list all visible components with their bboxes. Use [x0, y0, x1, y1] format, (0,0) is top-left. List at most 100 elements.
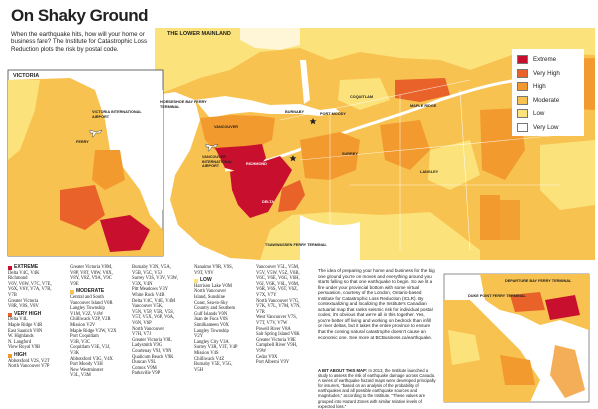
water-indian-arm — [300, 60, 310, 104]
place-vancouver: VANCOUVER — [214, 125, 238, 129]
place-coquitlam: COQUITLAM — [350, 95, 373, 99]
region-label-lower-mainland: THE LOWER MAINLAND — [167, 31, 231, 37]
list-item: Coast, Sea-to-Sky — [194, 300, 228, 306]
list-item: Country and Southern — [194, 306, 236, 312]
list-item: Maple Ridge V2W, V2X — [70, 328, 117, 334]
legend-swatch-extreme — [517, 55, 528, 65]
very-low-zone-east — [540, 140, 595, 210]
list-item: V5B, V5C, V5J — [132, 270, 162, 276]
list-item: North Vancouver — [194, 289, 227, 295]
list-item: Maple Ridge V4R — [8, 322, 43, 328]
list-item: Delta V4C, V4E, V4M — [132, 298, 176, 304]
place-victoria-airport: VICTORIA INTERNATIONAL AIRPORT — [92, 110, 142, 119]
list-item: View Royal V9B — [8, 345, 41, 351]
category-label-very-high: VERY HIGH — [14, 310, 42, 317]
list-item: Courtenay V9J, V9N — [132, 348, 172, 354]
page-title: On Shaky Ground — [11, 6, 149, 25]
road-lines — [279, 79, 561, 251]
legend-swatch-high — [517, 82, 528, 92]
very-high-zone-delta — [278, 180, 305, 212]
inset-label-departure-bay: DEPARTURE BAY FERRY TERMINAL — [505, 279, 572, 283]
list-item: Richmond — [8, 276, 28, 282]
bc-inset-high — [500, 355, 535, 385]
legend-item-high: High — [517, 80, 579, 94]
legend-label-extreme: Extreme — [533, 56, 557, 64]
list-item: Abbotsford V2S, V2T — [8, 358, 50, 364]
legend-label-low: Low — [533, 110, 545, 118]
port-moody-star-icon — [309, 118, 317, 125]
list-item: Greater Victoria V8L — [132, 337, 172, 343]
list-item: V9W — [256, 348, 267, 354]
list-item: V6N, V6P — [132, 320, 152, 326]
category-marker-low — [194, 278, 198, 283]
list-item: Langley Township — [70, 306, 105, 312]
list-item: Delta V4L — [8, 317, 28, 323]
list-item: V9T, V9V — [194, 270, 214, 276]
map-note-lead: A BIT ABOUT THIS MAP: — [318, 368, 368, 373]
legend-label-high: High — [533, 83, 546, 91]
list-item: Chilliwack V4Z — [194, 356, 225, 362]
map-note: A BIT ABOUT THIS MAP: In 2013, the Insti… — [318, 368, 436, 409]
list-item: V3X, V4N — [132, 281, 153, 287]
list-item: V5V, V5W, V5Z, V6B, — [256, 270, 300, 276]
list-item: Pitt Meadows V3Y — [132, 287, 169, 293]
legend-label-moderate: Moderate — [533, 96, 560, 104]
legend-item-extreme: Extreme — [517, 53, 579, 67]
list-column-5: Vancouver V5L, V5M, V5V, V5W, V5Z, V6B, … — [256, 265, 318, 366]
bc-inset-extreme — [545, 295, 580, 320]
list-item: White Rock V4B — [132, 292, 165, 298]
list-item: Qualicum Beach V9K — [132, 354, 174, 360]
list-item: Gulf Islands V0N — [194, 311, 228, 317]
category-label-moderate: MODERATE — [76, 288, 105, 295]
victoria-very-high — [60, 185, 105, 230]
list-item: North Vancouver V7G, — [256, 298, 300, 304]
list-column-2: Greater Victoria V8M, V8P, V8T, V8W, V8X… — [70, 265, 130, 379]
place-delta: DELTA — [262, 200, 275, 204]
map-legend: Extreme Very High High Moderate Low Very… — [512, 49, 584, 136]
list-item: Delta V4C, V4K — [8, 270, 40, 276]
list-item: Port Coquitlam — [70, 334, 99, 340]
category-heading-moderate: MODERATE — [70, 289, 130, 295]
category-heading-low: LOW — [194, 278, 254, 284]
category-marker-moderate — [70, 290, 74, 295]
water-inlet — [195, 96, 340, 118]
place-ferry: FERRY — [76, 140, 89, 144]
list-item: V7T, V7V, V7W — [256, 320, 288, 326]
list-item: Chilliwack V2P, V2R — [70, 317, 111, 323]
category-heading-high: HIGH — [8, 351, 68, 359]
list-item: V2Y — [194, 334, 204, 340]
legend-swatch-very-high — [517, 68, 528, 78]
list-item: Island, Sunshine — [194, 294, 225, 300]
list-item: N. Langford — [8, 339, 32, 345]
list-item: Mission V2V — [70, 322, 96, 328]
legend-label-very-low: Very Low — [533, 123, 559, 131]
list-item: V6J, V6K, V6L, V6M, — [256, 281, 300, 287]
legend-item-moderate: Moderate — [517, 94, 579, 108]
list-item: Nanaimo V9R, V9S, — [194, 265, 233, 270]
legend-label-very-high: Very High — [533, 69, 560, 77]
list-item: V5T, V5X, V6P, V6A, — [132, 315, 175, 321]
list-item: Burnaby V5E, V5G, — [194, 362, 233, 368]
list-item: Greater Victoria — [8, 298, 39, 304]
list-item: V9E — [70, 281, 79, 287]
victoria-extreme — [100, 215, 150, 252]
list-item: Greater Victoria V8M, — [70, 265, 113, 270]
list-item: V8Y, V8Z, V9A, V9C — [70, 276, 112, 282]
list-item: Greater Victoria V8E — [256, 337, 296, 343]
victoria-high — [92, 150, 125, 190]
list-item: Central and South — [70, 294, 104, 300]
victoria-land — [8, 78, 163, 256]
list-item: V8R, V8S, V8V — [8, 304, 39, 310]
category-marker-very-high — [8, 312, 12, 317]
category-label-low: LOW — [200, 277, 212, 284]
list-item: Vancouver Island V0R — [70, 300, 113, 306]
list-item: Harrison Lake V0M — [194, 283, 232, 289]
category-label-high: HIGH — [14, 351, 27, 358]
list-item: Abbotsford V3G, V4X — [70, 356, 113, 362]
list-item: V3K — [70, 350, 80, 356]
list-item: V6C, V6E, V6G, V6H, — [256, 276, 300, 282]
list-item: Coquitlam V3E, V3J, — [70, 345, 111, 351]
high-zone-south-east-2 — [500, 200, 520, 240]
category-heading-very-high: VERY HIGH — [8, 310, 68, 318]
list-item: V7B — [8, 292, 17, 298]
